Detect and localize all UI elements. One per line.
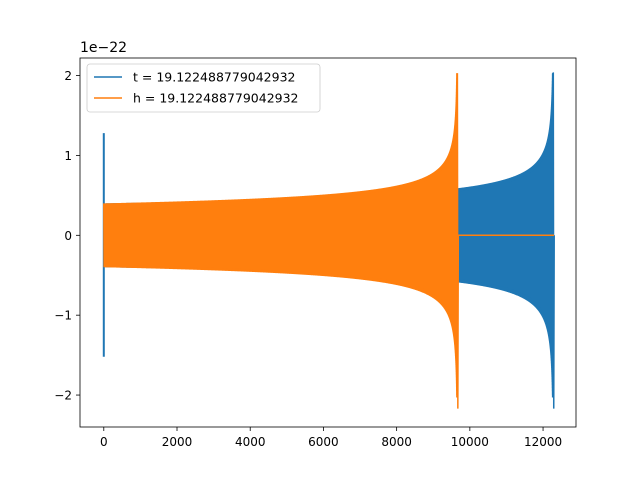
x-tick-label: 2000 — [162, 435, 193, 449]
series-layer — [102, 72, 555, 409]
legend: t = 19.122488779042932 h = 19.12248877904… — [86, 63, 321, 113]
legend-label: h = 19.122488779042932 — [133, 91, 299, 106]
series-band-2 — [103, 84, 458, 387]
y-tick-label: 2 — [64, 69, 72, 83]
x-axis: 0 2000 4000 6000 8000 10000 12000 — [100, 427, 562, 449]
y-tick-label: −1 — [54, 309, 72, 323]
y-offset-label: 1e−22 — [80, 40, 127, 56]
legend-label: t = 19.122488779042932 — [133, 70, 296, 85]
y-tick-label: 0 — [64, 229, 72, 243]
y-tick-label: −2 — [54, 389, 72, 403]
x-tick-label: 8000 — [381, 435, 412, 449]
axes-frame — [79, 57, 577, 428]
x-tick-label: 10000 — [451, 435, 489, 449]
x-tick-label: 6000 — [308, 435, 339, 449]
legend-box — [86, 63, 321, 113]
y-axis: −2 −1 0 1 2 — [54, 69, 80, 403]
x-tick-label: 12000 — [524, 435, 562, 449]
y-tick-label: 1 — [64, 149, 72, 163]
x-tick-label: 4000 — [235, 435, 266, 449]
series-2 — [103, 73, 555, 409]
x-tick-label: 0 — [100, 435, 108, 449]
